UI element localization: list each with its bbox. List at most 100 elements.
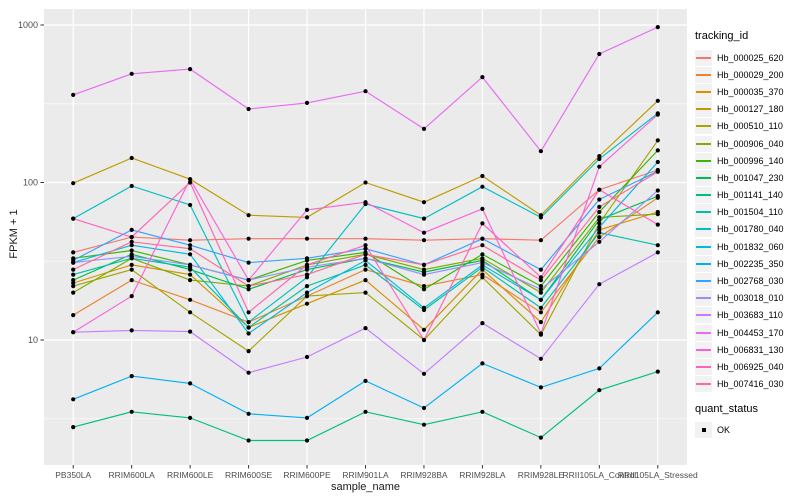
data-point [538,238,544,243]
data-point [246,278,251,283]
data-point [129,409,134,414]
legend-item-label: Hb_006831_130 [717,344,784,355]
line-key-icon [695,204,712,221]
data-point [597,164,602,169]
data-point [421,422,427,427]
data-point [421,126,427,131]
legend-item-label: Hb_000035_370 [717,86,784,97]
data-point [188,243,193,248]
data-point [304,215,310,220]
data-point [71,216,76,221]
data-point [597,217,602,222]
data-point [71,330,76,335]
legend-item-Hb_000996_140: Hb_000996_140 [695,152,799,169]
data-point [246,213,251,218]
data-point [421,262,427,267]
data-point [538,278,544,283]
legend-item-Hb_003018_010: Hb_003018_010 [695,290,799,307]
data-point [597,187,602,192]
data-point [188,329,193,334]
data-point [129,183,134,189]
legend-item-Hb_007416_030: Hb_007416_030 [695,376,799,393]
line-key-icon [695,358,712,375]
data-point [597,366,602,371]
data-point [538,435,544,440]
data-point [188,272,193,277]
data-point [538,287,544,292]
data-point [246,236,251,241]
line-key-icon [695,290,712,307]
data-point [655,188,660,193]
data-point [363,409,368,414]
legend-item-label: Hb_002235_350 [717,258,784,269]
data-point [363,243,368,248]
data-point [421,287,427,292]
data-point [421,405,427,411]
data-point [304,256,310,261]
legend-item-Hb_000127_180: Hb_000127_180 [695,101,799,118]
legend-item-Hb_001047_230: Hb_001047_230 [695,169,799,186]
data-point [597,230,602,235]
data-point [246,331,251,336]
data-point [480,221,485,226]
data-point [538,305,544,310]
data-point [188,246,193,251]
legend-item-label: Hb_004453_170 [717,327,784,338]
data-point [421,284,427,289]
data-point [304,294,310,299]
data-point [655,169,660,174]
data-point [71,250,76,255]
data-point [304,207,310,212]
data-point [246,325,251,330]
data-point [188,177,193,182]
data-point [129,235,134,240]
data-point [304,272,310,277]
data-point [655,138,660,143]
line-key-icon [695,135,712,152]
data-point [304,236,310,241]
data-point [246,287,251,292]
data-point [363,246,368,251]
data-point [363,326,368,331]
data-point [597,51,602,57]
data-point [480,75,485,80]
data-point [71,272,76,277]
data-point [71,92,76,97]
legend-item-Hb_000510_110: Hb_000510_110 [695,118,799,135]
legend-item-label: Hb_003683_110 [717,310,783,321]
x-tick-label: RRIM928LA [459,470,506,480]
legend-item-label: Hb_002768_030 [717,276,784,287]
legend-title-quant-status: quant_status [695,402,758,415]
data-point [71,267,76,272]
line-key-icon [695,118,712,135]
data-point [597,209,602,215]
data-point [655,369,660,374]
data-point [129,267,134,272]
y-axis-title: FPKM + 1 [8,209,20,259]
legend-item-Hb_000029_200: Hb_000029_200 [695,66,799,83]
data-point [246,320,251,325]
data-point [71,290,76,295]
data-point [363,262,368,267]
data-point [246,106,251,112]
data-point [480,409,485,414]
data-point [188,238,193,243]
data-point [129,278,134,283]
data-point [363,378,368,383]
data-point [480,321,485,326]
data-point [597,204,602,209]
data-point [655,243,660,248]
data-point [538,320,544,325]
data-point [71,397,76,402]
data-point [421,371,427,376]
x-tick-label: RRII105LA_Control [562,470,636,480]
line-key-icon [695,101,712,118]
data-point [421,200,427,205]
legend-item-label: Hb_001504_110 [717,207,783,218]
data-point [538,331,544,336]
data-point [597,239,602,244]
legend-item-label: Hb_006925_040 [717,361,784,372]
data-point [129,155,134,161]
data-point [597,388,602,393]
